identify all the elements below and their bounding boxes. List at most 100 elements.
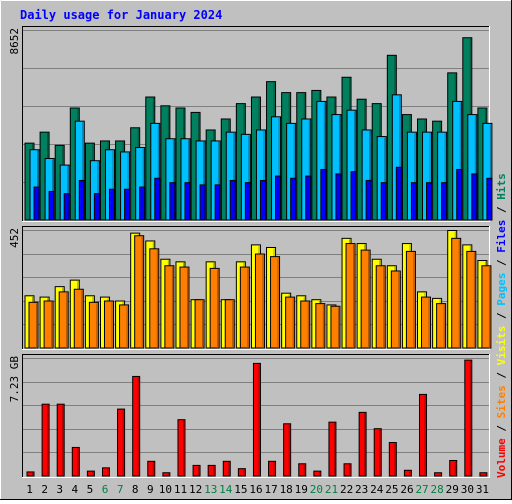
bar-files-day-14 bbox=[229, 179, 236, 221]
bar-files-day-22 bbox=[350, 171, 357, 221]
x-axis-labels: 1 2 3 4 5 6 7 8 9 10 11 12 13 14 15 16 17 18 19 20 21 22 23 24 2… bbox=[26, 483, 489, 496]
bar-sites-day-16 bbox=[254, 253, 265, 349]
bar-volume-day-4 bbox=[71, 446, 80, 477]
legend-entry-pages: Pages bbox=[495, 273, 508, 306]
x-tick-label-day-22: 22 bbox=[340, 483, 353, 496]
bar-volume-day-11 bbox=[177, 419, 186, 477]
x-tick-label-day-25: 25 bbox=[385, 483, 398, 496]
x-tick-label-day-10: 10 bbox=[159, 483, 172, 496]
bar-sites-day-6 bbox=[103, 300, 114, 349]
legend-entry-sep: / bbox=[495, 306, 508, 326]
bar-files-day-2 bbox=[48, 190, 55, 221]
bar-volume-day-30 bbox=[464, 359, 473, 477]
bar-volume-day-2 bbox=[41, 403, 50, 477]
legend-entry-visits: Visits bbox=[495, 326, 508, 366]
bar-volume-day-25 bbox=[388, 442, 397, 477]
bar-files-day-13 bbox=[214, 184, 221, 221]
legend-entry-sites: Sites bbox=[495, 385, 508, 418]
x-tick-label-day-16: 16 bbox=[249, 483, 262, 496]
bar-volume-day-31 bbox=[479, 472, 488, 477]
bar-volume-day-8 bbox=[132, 375, 141, 477]
x-tick-label-day-17: 17 bbox=[264, 483, 277, 496]
x-tick-label-day-28: 28 bbox=[431, 483, 444, 496]
bar-volume-day-9 bbox=[147, 460, 156, 477]
bar-files-day-10 bbox=[169, 182, 176, 221]
bar-sites-day-31 bbox=[481, 265, 492, 349]
legend-entry-sep: / bbox=[495, 365, 508, 385]
bar-volume-day-24 bbox=[373, 428, 382, 477]
bar-volume-day-21 bbox=[328, 421, 337, 477]
x-tick-label-day-21: 21 bbox=[325, 483, 338, 496]
legend-text: Volume / Sites / Visits / Pages / Files … bbox=[495, 173, 508, 478]
panel-max-label: 452 bbox=[8, 228, 21, 248]
bar-files-day-9 bbox=[154, 177, 161, 221]
bar-volume-day-14 bbox=[222, 460, 231, 477]
bar-volume-day-15 bbox=[237, 468, 246, 477]
legend-entry-hits: Hits bbox=[495, 173, 508, 200]
bar-sites-day-23 bbox=[360, 249, 371, 349]
bar-sites-day-13 bbox=[209, 267, 220, 349]
x-tick-label-day-12: 12 bbox=[189, 483, 202, 496]
bar-files-day-16 bbox=[259, 179, 266, 221]
x-tick-label-day-3: 3 bbox=[56, 483, 63, 496]
bar-files-day-20 bbox=[320, 168, 327, 221]
bar-volume-day-27 bbox=[419, 393, 428, 477]
bar-files-day-18 bbox=[290, 177, 297, 221]
bar-files-day-7 bbox=[124, 188, 131, 221]
bar-sites-day-12 bbox=[194, 299, 205, 349]
bar-sites-day-9 bbox=[149, 248, 160, 349]
x-tick-label-day-5: 5 bbox=[87, 483, 94, 496]
bar-volume-day-17 bbox=[268, 460, 277, 477]
bar-sites-day-1 bbox=[28, 301, 39, 349]
x-tick-label-day-18: 18 bbox=[280, 483, 293, 496]
bar-files-day-28 bbox=[441, 182, 448, 221]
bar-volume-day-28 bbox=[434, 472, 443, 477]
bar-volume-day-3 bbox=[56, 403, 65, 477]
series-files bbox=[33, 166, 493, 221]
bar-files-day-15 bbox=[244, 182, 251, 221]
x-tick-label-day-19: 19 bbox=[295, 483, 308, 496]
legend-entry-volume: Volume bbox=[495, 438, 508, 478]
bar-files-day-19 bbox=[305, 175, 312, 221]
bar-files-day-17 bbox=[275, 175, 282, 221]
bar-files-day-29 bbox=[456, 168, 463, 221]
series-volume bbox=[26, 359, 488, 477]
bar-volume-day-20 bbox=[313, 470, 322, 477]
bar-volume-day-22 bbox=[343, 463, 352, 477]
bar-sites-day-18 bbox=[285, 296, 296, 349]
bar-files-day-24 bbox=[380, 182, 387, 221]
bar-files-day-1 bbox=[33, 186, 40, 221]
bar-volume-day-7 bbox=[117, 408, 126, 477]
x-tick-label-day-15: 15 bbox=[234, 483, 247, 496]
bar-volume-day-1 bbox=[26, 471, 35, 477]
x-tick-label-day-23: 23 bbox=[355, 483, 368, 496]
bar-volume-day-18 bbox=[283, 423, 292, 477]
bar-volume-day-6 bbox=[101, 467, 110, 477]
bar-files-day-4 bbox=[78, 179, 85, 221]
bar-sites-day-5 bbox=[88, 301, 99, 349]
chart-panels: 8652 452 7.23 GB bbox=[8, 26, 493, 478]
bar-sites-day-8 bbox=[134, 235, 145, 349]
bar-sites-day-3 bbox=[58, 291, 69, 349]
bar-files-day-27 bbox=[426, 182, 433, 221]
bar-files-day-12 bbox=[199, 184, 206, 221]
x-tick-label-day-14: 14 bbox=[219, 483, 233, 496]
x-tick-label-day-9: 9 bbox=[147, 483, 154, 496]
bar-sites-day-20 bbox=[315, 303, 326, 349]
x-tick-label-day-2: 2 bbox=[41, 483, 48, 496]
bar-sites-day-27 bbox=[421, 296, 432, 349]
bar-sites-day-17 bbox=[270, 256, 281, 349]
x-tick-label-day-8: 8 bbox=[132, 483, 139, 496]
bar-sites-day-2 bbox=[43, 300, 54, 349]
x-tick-label-day-31: 31 bbox=[476, 483, 489, 496]
bar-volume-day-5 bbox=[86, 470, 95, 477]
legend-entry-sep: / bbox=[495, 253, 508, 273]
x-tick-label-day-24: 24 bbox=[370, 483, 384, 496]
bar-sites-day-21 bbox=[330, 305, 341, 349]
bar-volume-day-10 bbox=[162, 472, 171, 477]
x-tick-label-day-1: 1 bbox=[26, 483, 33, 496]
chart-title: Daily usage for January 2024 bbox=[20, 8, 222, 22]
bar-sites-day-28 bbox=[436, 303, 447, 349]
bar-files-day-6 bbox=[108, 188, 115, 221]
